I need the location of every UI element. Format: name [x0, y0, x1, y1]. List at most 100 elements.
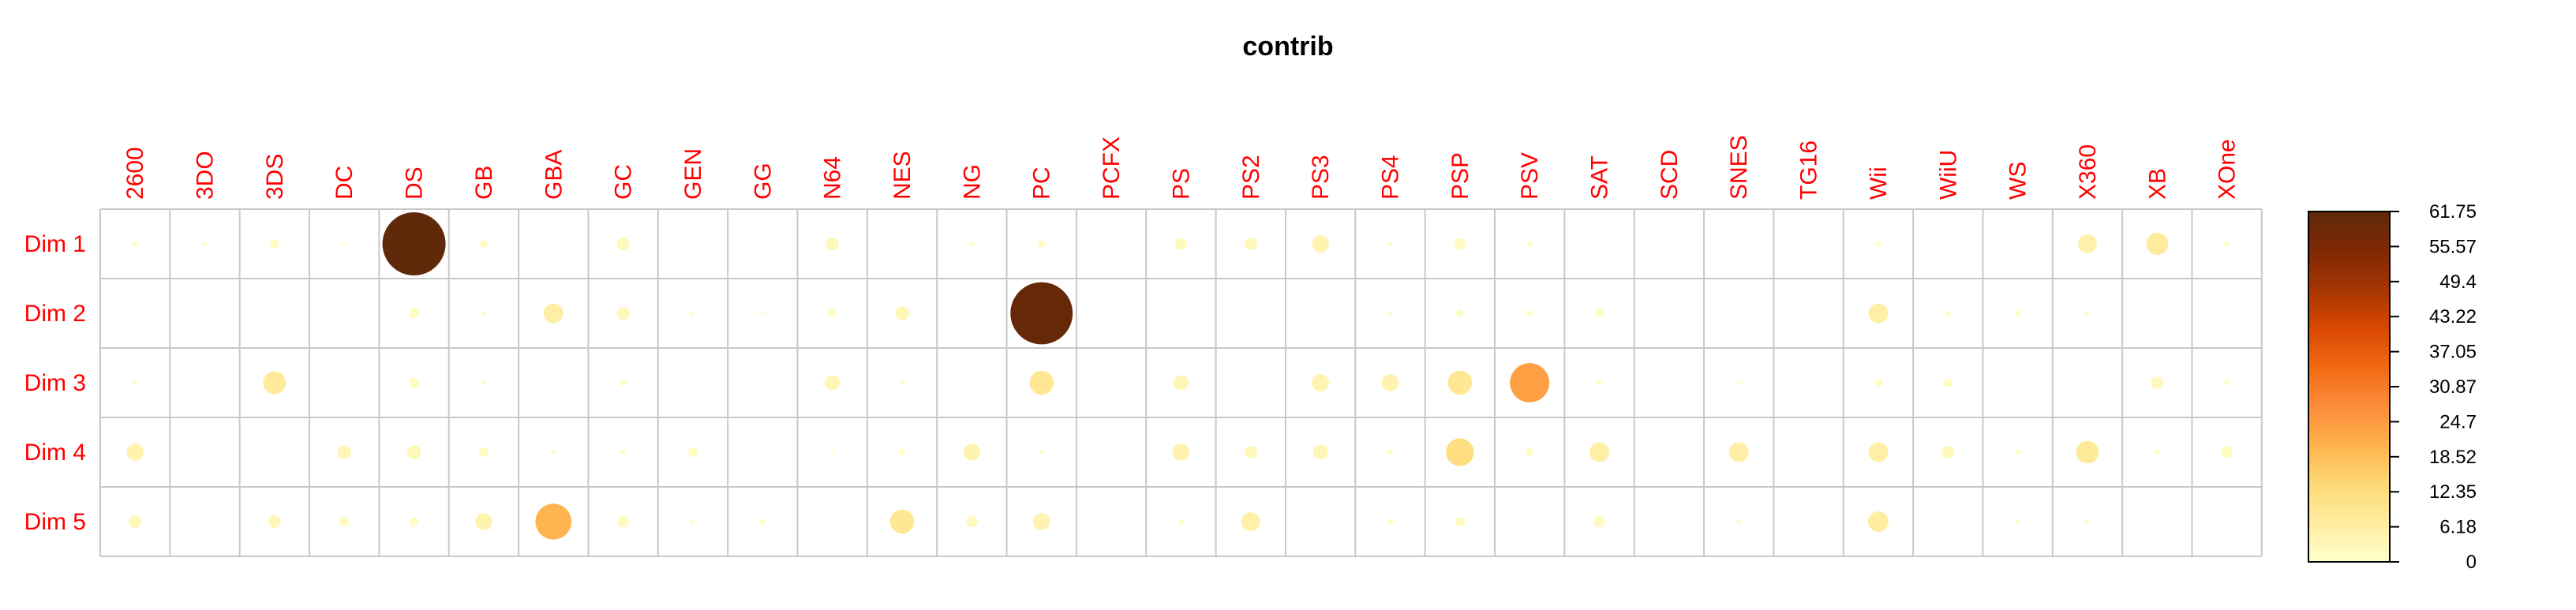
contribution-dot	[1010, 282, 1073, 345]
contribution-dot	[1455, 309, 1464, 317]
contribution-dot	[1868, 303, 1889, 324]
grid-layer	[99, 208, 2263, 557]
contribution-dot	[1728, 442, 1749, 462]
contribution-dot	[1172, 443, 1190, 461]
contribution-dot	[2146, 233, 2169, 255]
contribution-dot	[1867, 511, 1889, 532]
contribution-dot	[263, 371, 286, 395]
contribution-dot	[1173, 375, 1189, 391]
column-label: XOne	[2215, 139, 2241, 200]
contribution-dot	[1381, 374, 1399, 391]
column-label: SCD	[1657, 150, 1683, 200]
column-label: PS4	[1377, 155, 1403, 200]
contribution-dot	[1241, 512, 1260, 531]
contribution-dot	[1038, 240, 1046, 248]
contribution-dot	[2014, 310, 2021, 316]
column-label: 3DS	[262, 154, 288, 200]
column-label: PSV	[1517, 152, 1543, 200]
contribution-dot	[2223, 241, 2230, 247]
column-label: N64	[820, 156, 846, 200]
column-label: 2600	[122, 147, 148, 200]
column-label: SNES	[1726, 135, 1752, 200]
contribution-dot	[2015, 519, 2020, 524]
contribution-dot	[1943, 378, 1953, 387]
contribution-dot	[1594, 309, 1604, 318]
contribution-dot	[551, 450, 556, 455]
column-label: PS	[1168, 168, 1194, 200]
colorbar-tick-label: 12.35	[2429, 481, 2477, 503]
contribution-dot	[828, 309, 837, 318]
contribution-dot	[1244, 445, 1257, 459]
contribution-dot	[617, 515, 629, 528]
contribution-dot	[1736, 518, 1742, 525]
contribution-dot	[1945, 310, 1951, 316]
contribution-dot	[826, 237, 839, 251]
column-label: PS2	[1238, 155, 1264, 200]
contribution-dot	[270, 239, 279, 249]
column-label: WS	[2005, 162, 2031, 200]
contribution-dots	[126, 212, 2233, 540]
column-label: NES	[889, 151, 915, 200]
contribution-dot	[1029, 370, 1054, 395]
contribution-dot	[481, 380, 487, 386]
contribution-dot	[963, 443, 981, 461]
column-label: PCFX	[1099, 137, 1125, 200]
colorbar-tick-label: 30.87	[2429, 376, 2477, 398]
contribution-dot	[2151, 376, 2164, 390]
column-label: X360	[2075, 144, 2101, 200]
column-label: GC	[611, 164, 637, 200]
column-label: PC	[1029, 167, 1055, 200]
colorbar	[2308, 211, 2391, 563]
contribution-dot	[126, 443, 144, 461]
contribution-dot	[2076, 440, 2099, 464]
contribution-dot	[406, 445, 421, 459]
contribution-dot	[409, 377, 419, 388]
contribution-dot	[1455, 516, 1466, 527]
contribution-dot	[409, 517, 419, 526]
colorbar-legend: 61.75 55.57 49.4 43.22 37.05 30.87 24.7 18.52 12…	[2308, 201, 2477, 573]
contribution-dot	[1593, 515, 1605, 528]
contribution-dot	[2154, 449, 2161, 455]
column-label: DC	[331, 166, 358, 200]
column-label: WiiU	[1935, 150, 1961, 200]
row-label: Dim 2	[24, 301, 86, 327]
contribution-dot	[342, 241, 346, 246]
column-label: 3DO	[193, 151, 219, 200]
column-label: Wii	[1866, 167, 1892, 200]
contribution-dot	[1387, 449, 1394, 455]
column-label: GG	[750, 163, 776, 200]
contribution-dot	[759, 518, 766, 525]
contribution-dot	[382, 212, 446, 275]
column-label: GBA	[541, 150, 567, 200]
contribution-dot	[2221, 446, 2233, 458]
contribution-dot	[1589, 442, 1609, 462]
contribution-dot	[339, 516, 350, 527]
contribution-dot	[830, 450, 834, 455]
contribution-dot	[2224, 380, 2230, 386]
contribution-dot	[133, 380, 137, 385]
contribution-dot	[898, 448, 906, 456]
contribution-dot	[691, 311, 695, 316]
contribution-dot	[268, 515, 281, 529]
contribution-dot	[2078, 234, 2097, 253]
contribution-dot	[1312, 374, 1329, 391]
column-label: SAT	[1587, 155, 1613, 200]
contribution-dot	[1312, 444, 1328, 460]
colorbar-tick-label: 18.52	[2429, 447, 2477, 468]
contribution-dot	[620, 379, 627, 387]
contribution-dot	[1526, 448, 1534, 456]
contribution-dot	[1032, 513, 1050, 530]
contribution-dot	[409, 308, 419, 319]
contribution-dot	[616, 306, 630, 320]
chart-title: contrib	[1242, 32, 1333, 62]
contribution-dot	[1387, 241, 1393, 246]
contribution-dot	[1178, 518, 1185, 525]
colorbar-tick-label: 24.7	[2439, 411, 2477, 432]
contribution-dot	[1312, 235, 1329, 253]
contribution-dot	[2014, 449, 2021, 455]
column-label: DS	[402, 167, 428, 200]
colorbar-tick-label: 43.22	[2429, 306, 2477, 327]
contribution-dot	[543, 303, 564, 324]
contribution-dot	[1526, 310, 1533, 316]
